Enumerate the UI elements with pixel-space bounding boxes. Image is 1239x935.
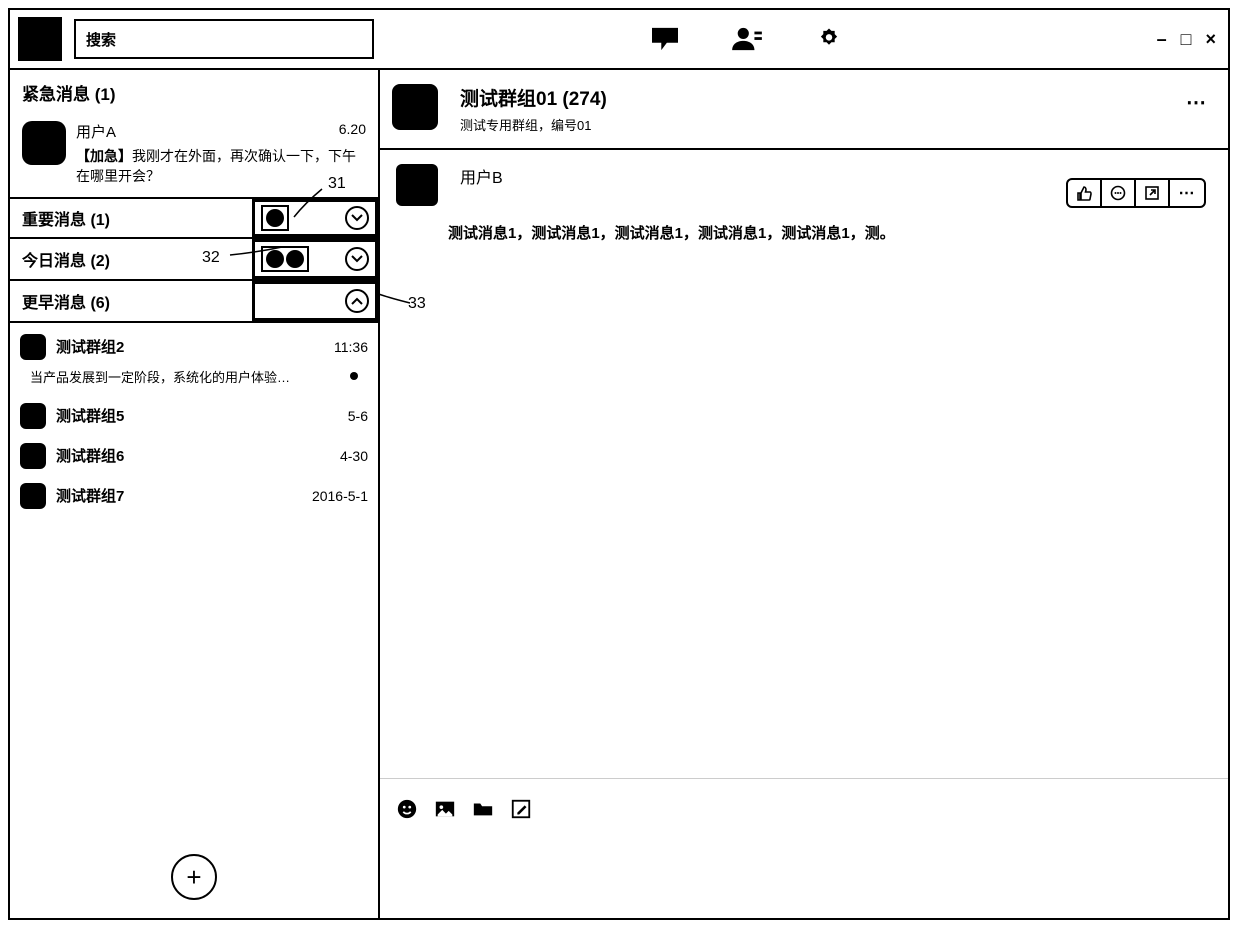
earlier-list: 测试群组2 11:36 当产品发展到一定阶段，系统化的用户体验… 测试群组5 5… bbox=[10, 323, 378, 520]
urgent-tag: 【加急】 bbox=[76, 148, 132, 164]
list-item[interactable]: 测试群组7 2016-5-1 bbox=[20, 476, 368, 516]
chevron-down-icon[interactable] bbox=[345, 206, 369, 230]
today-indicator-box bbox=[252, 239, 378, 279]
contacts-icon[interactable] bbox=[732, 26, 762, 52]
sender-name: 用户B bbox=[460, 164, 503, 188]
chevron-down-icon[interactable] bbox=[345, 247, 369, 271]
unread-dots bbox=[261, 205, 289, 231]
group-name: 测试群组5 bbox=[56, 405, 348, 426]
more-action-button[interactable]: ⋯ bbox=[1170, 180, 1204, 206]
topbar: 搜索 – □ × bbox=[10, 10, 1228, 70]
share-button[interactable] bbox=[1136, 180, 1170, 206]
compose-toolbar bbox=[380, 778, 1228, 838]
important-indicator-box bbox=[252, 199, 378, 237]
add-button[interactable]: + bbox=[171, 854, 217, 900]
close-button[interactable]: × bbox=[1205, 29, 1216, 50]
edit-icon[interactable] bbox=[510, 798, 532, 820]
today-label: 今日消息 (2) bbox=[10, 247, 110, 271]
chat-title: 测试群组01 (274) bbox=[460, 84, 607, 111]
app-logo bbox=[18, 17, 62, 61]
conversation-time: 6.20 bbox=[339, 121, 366, 142]
important-section-header[interactable]: 重要消息 (1) bbox=[10, 197, 378, 239]
window-controls: – □ × bbox=[1157, 10, 1216, 68]
category-stack: 31 32 33 重要消息 (1) 今日消息 (2) bbox=[10, 197, 378, 323]
folder-icon[interactable] bbox=[472, 798, 494, 820]
group-name: 测试群组6 bbox=[56, 445, 340, 466]
conversation-name: 用户A bbox=[76, 121, 116, 142]
comment-button[interactable] bbox=[1102, 180, 1136, 206]
conversation-preview: 【加急】我刚才在外面，再次确认一下，下午在哪里开会？ bbox=[76, 146, 366, 187]
plus-icon: + bbox=[186, 862, 201, 893]
avatar bbox=[20, 443, 46, 469]
avatar bbox=[22, 121, 66, 165]
message-actions: ⋯ bbox=[1066, 178, 1206, 208]
earlier-indicator-box bbox=[252, 281, 378, 321]
item-time: 11:36 bbox=[334, 339, 368, 355]
group-avatar[interactable] bbox=[392, 84, 438, 130]
search-placeholder: 搜索 bbox=[86, 29, 116, 50]
unread-dots bbox=[261, 246, 309, 272]
list-item[interactable]: 测试群组5 5-6 bbox=[20, 396, 368, 436]
settings-icon[interactable] bbox=[814, 26, 844, 52]
topbar-nav bbox=[650, 10, 844, 68]
dot-icon bbox=[266, 250, 284, 268]
message-text: 测试消息1，测试消息1，测试消息1，测试消息1，测试消息1，测。 bbox=[448, 222, 1088, 243]
chevron-up-icon[interactable] bbox=[345, 289, 369, 313]
message-list: 用户B 测试消息1，测试消息1，测试消息1，测试消息1，测试消息1，测。 bbox=[380, 150, 1228, 778]
today-section-header[interactable]: 今日消息 (2) bbox=[10, 239, 378, 281]
item-time: 2016-5-1 bbox=[312, 488, 368, 504]
earlier-label: 更早消息 (6) bbox=[10, 289, 110, 313]
list-item-preview: 当产品发展到一定阶段，系统化的用户体验… bbox=[20, 367, 368, 396]
image-icon[interactable] bbox=[434, 798, 456, 820]
conversation-item[interactable]: 用户A 6.20 【加急】我刚才在外面，再次确认一下，下午在哪里开会？ bbox=[10, 115, 378, 197]
avatar bbox=[20, 334, 46, 360]
unread-dot-icon bbox=[350, 372, 358, 380]
group-name: 测试群组7 bbox=[56, 485, 312, 506]
more-button[interactable]: ⋯ bbox=[1186, 90, 1208, 115]
list-item[interactable]: 测试群组6 4-30 bbox=[20, 436, 368, 476]
item-time: 5-6 bbox=[348, 408, 368, 424]
maximize-button[interactable]: □ bbox=[1181, 29, 1192, 50]
earlier-section-header[interactable]: 更早消息 (6) bbox=[10, 281, 378, 323]
avatar bbox=[20, 403, 46, 429]
search-input[interactable]: 搜索 bbox=[74, 19, 374, 59]
item-time: 4-30 bbox=[340, 448, 368, 464]
preview-text: 当产品发展到一定阶段，系统化的用户体验… bbox=[30, 367, 290, 386]
list-item[interactable]: 测试群组2 11:36 bbox=[20, 327, 368, 367]
urgent-section-header[interactable]: 紧急消息 (1) bbox=[10, 70, 378, 115]
chat-subtitle: 测试专用群组，编号01 bbox=[460, 115, 607, 134]
minimize-button[interactable]: – bbox=[1157, 29, 1167, 50]
dot-icon bbox=[286, 250, 304, 268]
group-name: 测试群组2 bbox=[56, 336, 334, 357]
sidebar: 紧急消息 (1) 用户A 6.20 【加急】我刚才在外面，再次确认一下，下午在哪… bbox=[10, 70, 380, 918]
like-button[interactable] bbox=[1068, 180, 1102, 206]
chat-icon[interactable] bbox=[650, 26, 680, 52]
sender-avatar[interactable] bbox=[396, 164, 438, 206]
important-label: 重要消息 (1) bbox=[10, 206, 110, 230]
urgent-title: 紧急消息 (1) bbox=[22, 80, 116, 105]
chat-header: 测试群组01 (274) 测试专用群组，编号01 ⋯ bbox=[380, 70, 1228, 150]
chat-panel: 测试群组01 (274) 测试专用群组，编号01 ⋯ 用户B 测试消息1，测试消… bbox=[380, 70, 1228, 918]
avatar bbox=[20, 483, 46, 509]
app-window: 搜索 – □ × 紧急消息 (1) bbox=[8, 8, 1230, 920]
dot-icon bbox=[266, 209, 284, 227]
emoji-icon[interactable] bbox=[396, 798, 418, 820]
compose-area[interactable] bbox=[380, 838, 1228, 918]
